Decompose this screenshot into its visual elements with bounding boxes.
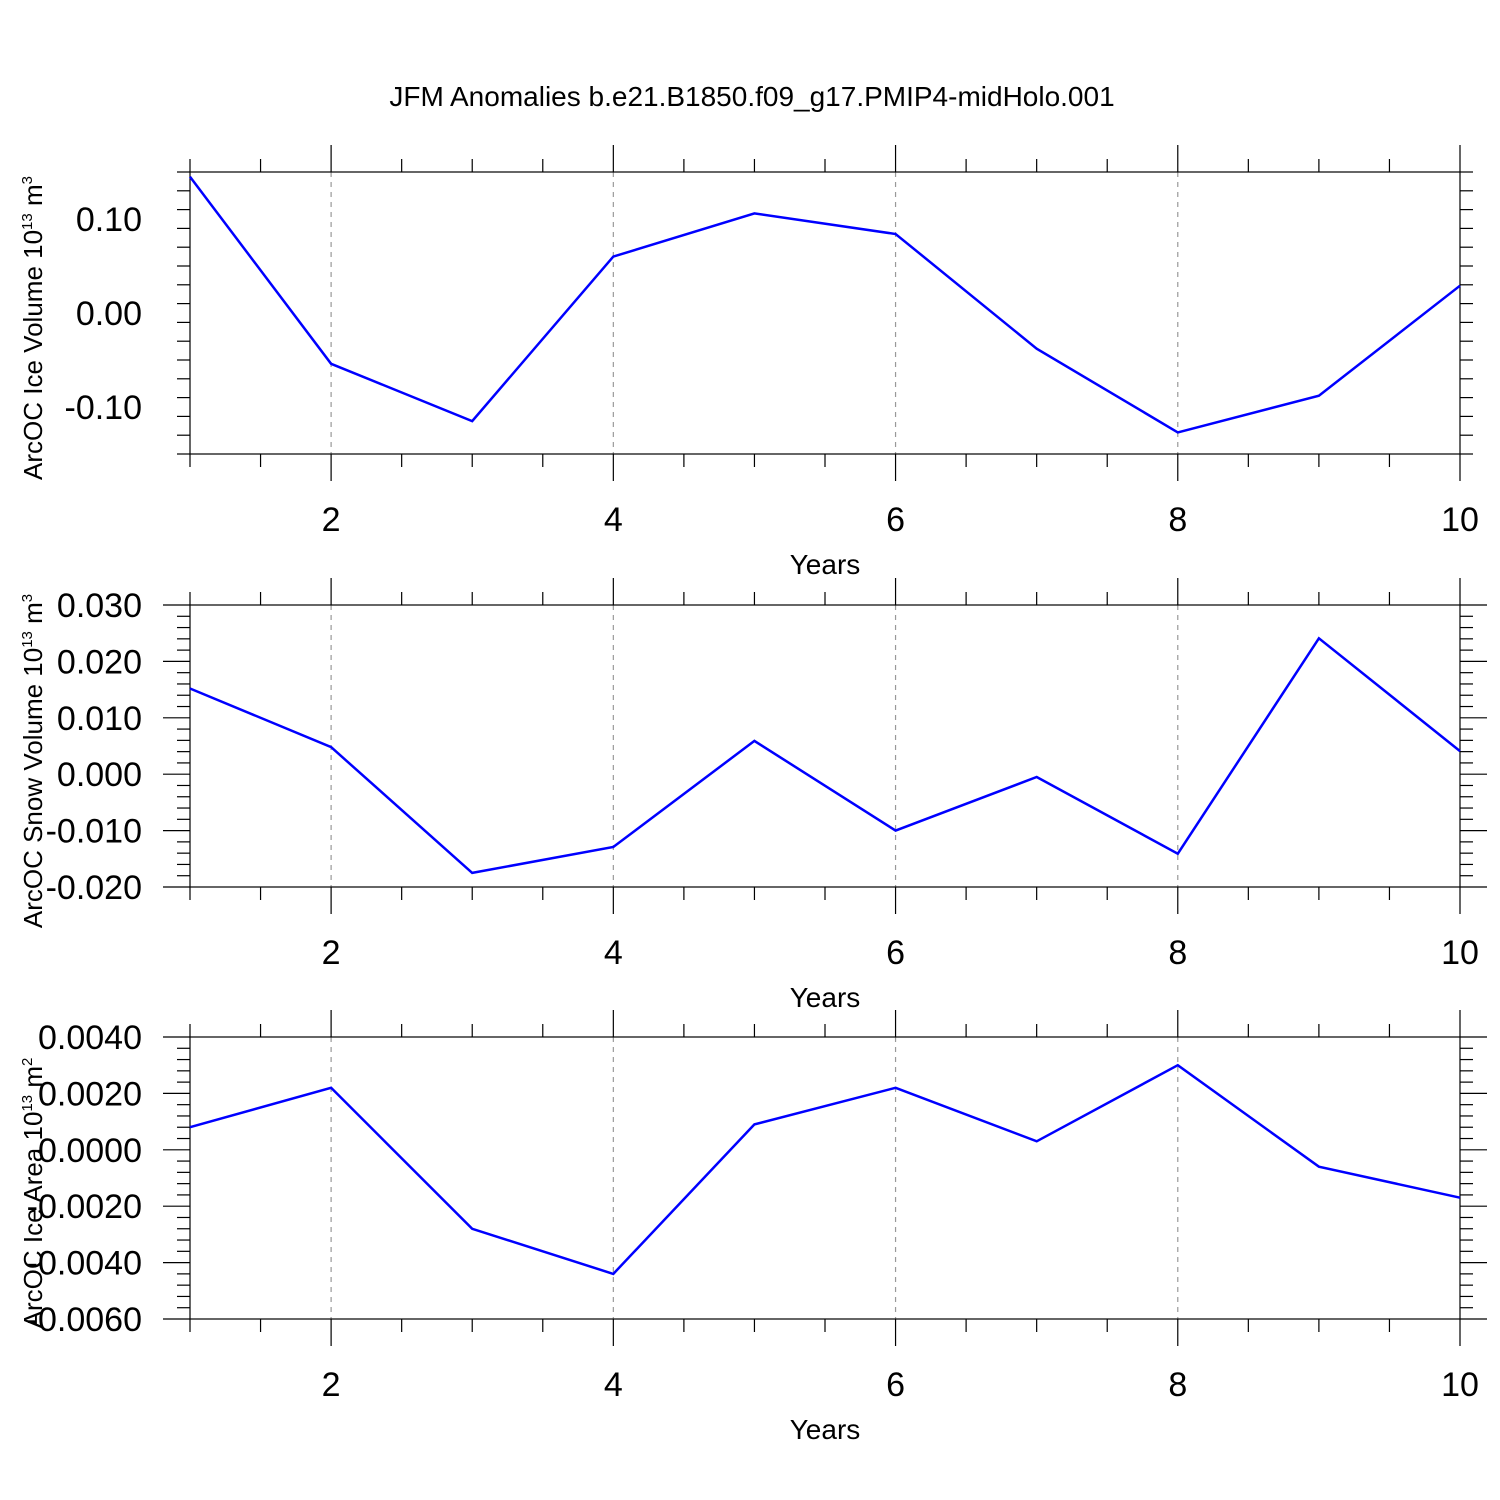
- panel-1: -0.10 0.00 0.10 2 4 6 8 10 Years ArcOC Ice Volume…: [18, 145, 1479, 580]
- y-tick-label: -0.0040: [27, 1245, 142, 1283]
- data-point: [894, 232, 898, 236]
- x-tick-label: 10: [1441, 501, 1479, 539]
- panel-3: -0.0060 -0.0040 -0.0020 0.0000 0.0020 0.0040 2…: [18, 1010, 1487, 1445]
- plot-frame: [189, 171, 1461, 455]
- chart-title: JFM Anomalies b.e21.B1850.f09_g17.PMIP4-…: [389, 81, 1114, 112]
- y-tick-label: -0.10: [65, 389, 143, 427]
- y-tick-label: 0.020: [57, 643, 142, 681]
- data-point: [188, 175, 192, 179]
- y-tick-label: 0.00: [76, 295, 142, 333]
- y-tick-label: 0.030: [57, 587, 142, 625]
- data-point: [1317, 394, 1321, 398]
- data-point: [1176, 430, 1180, 434]
- x-tick-label: 4: [604, 934, 623, 972]
- x-tick-label: 8: [1168, 1366, 1187, 1404]
- data-point: [1035, 1139, 1039, 1143]
- data-point: [752, 1122, 756, 1126]
- data-point: [1035, 347, 1039, 351]
- data-point: [329, 362, 333, 366]
- y-tick-label: 0.0020: [38, 1075, 142, 1113]
- x-tick-label: 2: [322, 934, 341, 972]
- series-line: [189, 636, 1461, 875]
- data-point: [1317, 636, 1321, 640]
- x-axis-label: Years: [790, 982, 861, 1013]
- x-tick-label: 6: [886, 934, 905, 972]
- data-point: [611, 845, 615, 849]
- data-point: [1458, 1196, 1462, 1200]
- plot-frame: [189, 604, 1461, 888]
- data-point: [1176, 1063, 1180, 1067]
- x-tick-label: 8: [1168, 934, 1187, 972]
- y-tick-label: 0.10: [76, 201, 142, 239]
- data-point: [329, 745, 333, 749]
- data-point: [329, 1086, 333, 1090]
- data-point: [894, 829, 898, 833]
- x-tick-label: 10: [1441, 934, 1479, 972]
- y-tick-label: -0.0060: [27, 1301, 142, 1339]
- y-tick-label: 0.010: [57, 700, 142, 738]
- x-tick-label: 2: [322, 1366, 341, 1404]
- y-tick-label: 0.000: [57, 756, 142, 794]
- panel-2: -0.020 -0.010 0.000 0.010 0.020 0.030 2 4 6 8 10 Ye…: [18, 578, 1487, 1013]
- series-line: [189, 175, 1461, 434]
- data-point: [1176, 852, 1180, 856]
- x-tick-label: 6: [886, 501, 905, 539]
- data-point: [1035, 775, 1039, 779]
- plot-frame: [189, 1036, 1461, 1320]
- x-tick-label: 8: [1168, 501, 1187, 539]
- y-tick-label: -0.0020: [27, 1188, 142, 1226]
- data-point: [1458, 284, 1462, 288]
- data-point: [752, 739, 756, 743]
- x-tick-label: 4: [604, 1366, 623, 1404]
- y-tick-label: -0.010: [46, 813, 142, 851]
- y-axis-label: ArcOC Snow Volume 1013 m3: [18, 594, 48, 928]
- chart-panels: -0.10 0.00 0.10 2 4 6 8 10 Years ArcOC Ice Volume…: [18, 145, 1487, 1445]
- y-tick-label: 0.0040: [38, 1019, 142, 1057]
- data-point: [894, 1086, 898, 1090]
- data-point: [188, 686, 192, 690]
- data-point: [188, 1125, 192, 1129]
- data-point: [1458, 749, 1462, 753]
- data-point: [470, 419, 474, 423]
- x-axis-label: Years: [790, 549, 861, 580]
- y-axis-label: ArcOC Ice Volume 1013 m3: [18, 176, 48, 480]
- x-axis-label: Years: [790, 1414, 861, 1445]
- data-point: [611, 255, 615, 259]
- data-point: [470, 1227, 474, 1231]
- y-axis-label: ArcOC Ice Area 1013 m2: [18, 1058, 48, 1329]
- y-tick-label: -0.020: [46, 869, 142, 907]
- x-tick-label: 4: [604, 501, 623, 539]
- y-tick-label: 0.0000: [38, 1132, 142, 1170]
- data-point: [611, 1272, 615, 1276]
- x-tick-label: 10: [1441, 1366, 1479, 1404]
- data-point: [470, 871, 474, 875]
- data-point: [1317, 1165, 1321, 1169]
- x-tick-label: 6: [886, 1366, 905, 1404]
- data-point: [752, 211, 756, 215]
- series-line: [189, 1063, 1461, 1276]
- x-tick-label: 2: [322, 501, 341, 539]
